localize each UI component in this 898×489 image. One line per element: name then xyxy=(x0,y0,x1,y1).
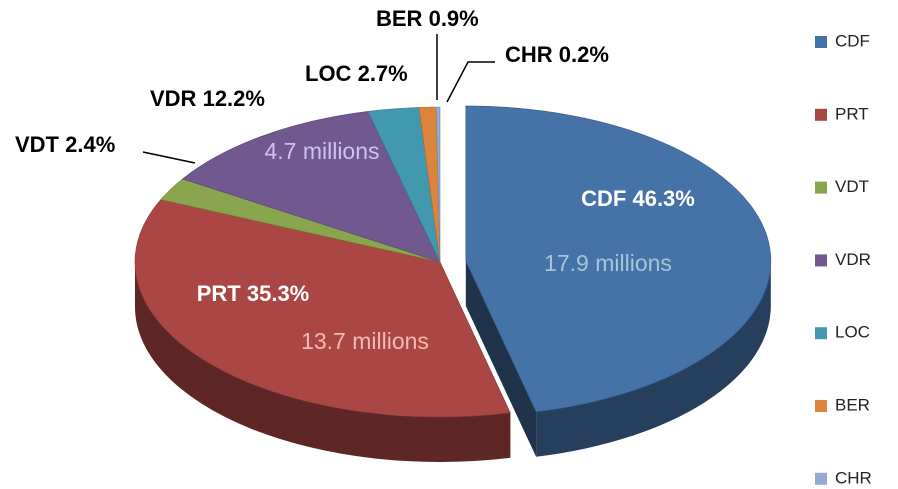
data-label: BER 0.9% xyxy=(376,6,479,31)
legend-label: CHR xyxy=(835,468,872,487)
data-label: CDF 46.3% xyxy=(581,186,695,211)
label-value: 46.3% xyxy=(632,186,694,211)
legend-label: VDT xyxy=(835,177,869,196)
label-category: VDT xyxy=(15,132,60,157)
label-category: LOC xyxy=(305,61,352,86)
label-value: 0.2% xyxy=(559,42,609,67)
label-value: 2.4% xyxy=(65,132,115,157)
slice-side xyxy=(465,260,537,457)
label-category: VDR xyxy=(150,86,197,111)
legend-label: LOC xyxy=(835,323,870,342)
slice xyxy=(465,105,772,413)
legend-swatch xyxy=(815,181,827,194)
pie-tops xyxy=(134,105,772,418)
pie-walls xyxy=(135,260,771,462)
label-value: 35.3% xyxy=(247,281,309,306)
legend-swatch xyxy=(815,108,827,121)
legend-label: VDR xyxy=(835,250,871,269)
leader-line xyxy=(446,61,495,103)
legend-swatch xyxy=(815,400,827,412)
data-label: CHR 0.2% xyxy=(505,42,609,67)
data-label: PRT 35.3% xyxy=(197,281,310,306)
slice-wall xyxy=(135,262,511,462)
label-category: CDF xyxy=(581,186,626,211)
annotation: 17.9 millions xyxy=(544,250,672,276)
data-label: VDT 2.4% xyxy=(15,132,115,157)
label-category: CHR xyxy=(505,42,553,67)
legend-swatch xyxy=(815,36,827,48)
label-category: PRT xyxy=(197,281,242,306)
slice xyxy=(134,199,511,418)
data-label: VDR 12.2% xyxy=(150,86,265,111)
legend-label: BER xyxy=(835,395,870,414)
slice xyxy=(435,106,441,263)
label-value: 12.2% xyxy=(203,86,265,111)
label-category: BER xyxy=(376,6,423,31)
data-label: LOC 2.7% xyxy=(305,61,408,86)
legend-swatch xyxy=(815,472,827,485)
slice xyxy=(181,111,441,263)
legend-label: CDF xyxy=(835,31,870,50)
slice-wall xyxy=(536,260,771,457)
annotation: 4.7 millions xyxy=(264,138,379,164)
label-value: 0.9% xyxy=(429,6,479,31)
legend-swatch xyxy=(815,254,827,267)
annotation: 13.7 millions xyxy=(301,328,429,354)
legend-swatch xyxy=(815,327,827,340)
legend-label: PRT xyxy=(835,104,869,123)
leader-line xyxy=(142,151,196,164)
label-value: 2.7% xyxy=(358,61,408,86)
